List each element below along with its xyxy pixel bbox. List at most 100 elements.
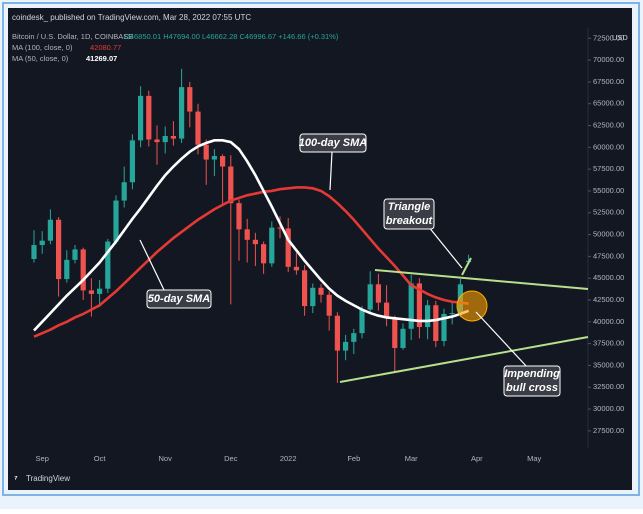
y-tick-label: 70000.00 — [593, 55, 624, 64]
y-tick-label: 50000.00 — [593, 230, 624, 239]
y-tick-label: 42500.00 — [593, 295, 624, 304]
candle-body — [121, 182, 127, 201]
candle-body — [277, 227, 283, 229]
pointer — [139, 239, 166, 293]
x-tick-label: May — [527, 454, 541, 463]
legend-ma100: MA (100, close, 0) — [12, 43, 73, 52]
candle-body — [244, 229, 250, 240]
logo-mark: ⁷ — [14, 473, 18, 483]
candle-body — [146, 95, 152, 140]
candle-body — [343, 341, 349, 351]
candle-body — [56, 219, 62, 280]
candle-body — [170, 135, 176, 139]
y-tick-label: 60000.00 — [593, 142, 624, 151]
annotation-box — [146, 289, 212, 309]
candle-body — [367, 284, 373, 310]
annotation: Impending — [504, 368, 560, 380]
candle-body — [64, 259, 70, 280]
annotation-box — [503, 365, 561, 397]
y-tick-label: 55000.00 — [593, 186, 624, 195]
brand: TradingView — [26, 474, 70, 483]
legend-ma50-value: 41269.07 — [86, 54, 117, 63]
x-tick-label: 2022 — [280, 454, 297, 463]
breakout-line — [461, 257, 472, 276]
candle-body — [449, 313, 455, 315]
candle-body — [326, 294, 332, 316]
y-tick-label: 30000.00 — [593, 404, 624, 413]
pointer — [427, 225, 463, 269]
pointer — [475, 311, 529, 369]
triangle-upper — [374, 269, 589, 290]
currency: USD — [612, 33, 628, 42]
candle-body — [416, 283, 422, 328]
candle-body — [72, 249, 78, 260]
ohlc: O46850.01 H47694.00 L46662.28 C46996.67 … — [124, 32, 339, 41]
candle-body — [211, 156, 217, 160]
candle-body — [88, 290, 94, 294]
y-tick-label: 32500.00 — [593, 382, 624, 391]
x-tick-label: Apr — [471, 454, 483, 463]
annotation: bull cross — [506, 382, 558, 394]
candle-body — [285, 228, 291, 267]
candle-body — [195, 111, 201, 145]
chart-background — [8, 8, 632, 490]
frame-border — [2, 2, 640, 496]
candle-body — [252, 239, 258, 245]
candle-body — [261, 244, 267, 264]
candle-body — [351, 333, 357, 342]
annotation: 50-day SMA — [148, 293, 210, 305]
candle-body — [228, 166, 234, 204]
candle-body — [97, 288, 103, 294]
legend-ma50: MA (50, close, 0) — [12, 54, 69, 63]
y-tick-label: 57500.00 — [593, 164, 624, 173]
candle-body — [408, 283, 414, 329]
candle-body — [334, 315, 340, 351]
y-tick-label: 40000.00 — [593, 317, 624, 326]
candle-body — [425, 305, 431, 328]
annotation-box — [383, 198, 435, 230]
triangle-lower — [339, 336, 589, 383]
annotation: Triangle — [388, 201, 431, 213]
candle-body — [269, 227, 275, 264]
y-tick-label: 72500.00 — [593, 33, 624, 42]
y-tick-label: 67500.00 — [593, 77, 624, 86]
candle-body — [302, 270, 308, 307]
pointer — [329, 151, 333, 191]
annotation: 100-day SMA — [299, 137, 368, 149]
candle-body — [293, 266, 299, 271]
x-tick-label: Oct — [94, 454, 107, 463]
y-tick-label: 65000.00 — [593, 99, 624, 108]
cross-highlight — [456, 290, 488, 322]
x-tick-label: Dec — [224, 454, 238, 463]
candle-body — [220, 156, 226, 167]
candle-body — [359, 309, 365, 334]
y-tick-label: 45000.00 — [593, 273, 624, 282]
candle-body — [162, 135, 168, 143]
candle-body — [310, 287, 316, 307]
legend-ma100-value: 42080.77 — [90, 43, 121, 52]
candle-body — [203, 144, 209, 160]
x-tick-label: Sep — [36, 454, 49, 463]
y-tick-label: 35000.00 — [593, 360, 624, 369]
candle-body — [236, 203, 242, 230]
candle-body — [31, 245, 37, 260]
candle-body — [113, 200, 119, 242]
symbol: Bitcoin / U.S. Dollar, 1D, COINBASE — [12, 32, 133, 41]
candle-body — [39, 240, 45, 246]
candle-body — [433, 305, 439, 342]
x-tick-label: Nov — [159, 454, 173, 463]
candle-body — [47, 219, 53, 241]
y-tick-label: 62500.00 — [593, 121, 624, 130]
candle-body — [375, 284, 381, 303]
y-tick-label: 37500.00 — [593, 339, 624, 348]
candle-body — [441, 313, 447, 342]
candle-body — [392, 317, 398, 348]
candle-body — [138, 95, 144, 141]
publisher: coindesk_ published on TradingView.com, … — [12, 13, 251, 22]
candle-body — [154, 139, 160, 143]
ma-line — [33, 139, 470, 332]
candle-body — [400, 328, 406, 348]
candle-body — [105, 241, 111, 289]
y-tick-label: 52500.00 — [593, 208, 624, 217]
candle-body — [384, 302, 390, 318]
